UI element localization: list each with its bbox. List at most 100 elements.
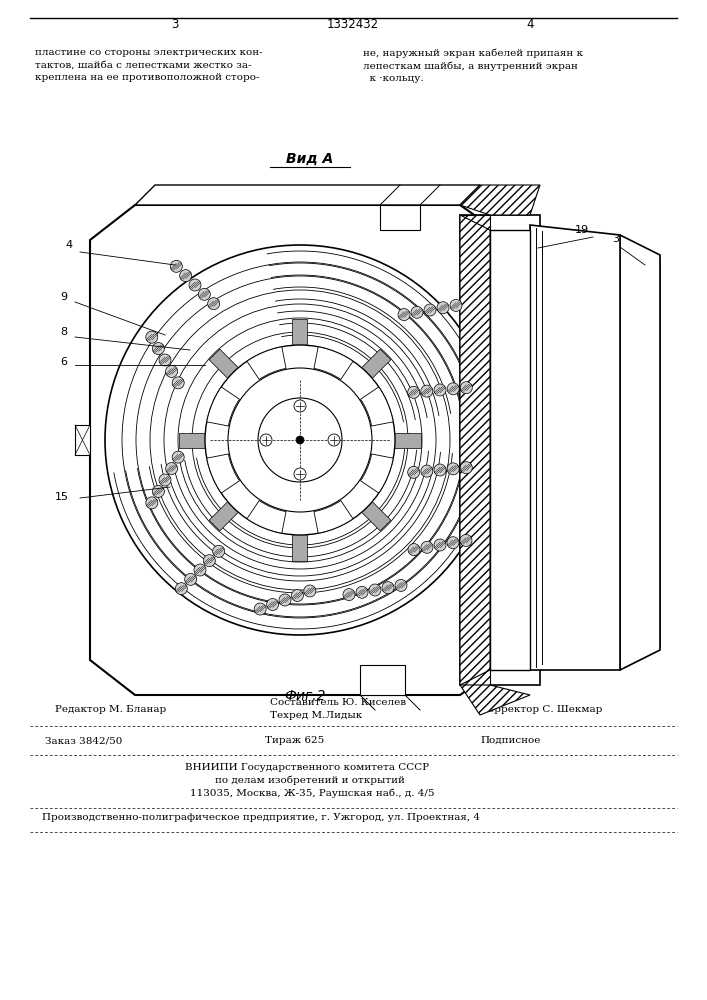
Circle shape	[421, 385, 433, 397]
Circle shape	[159, 474, 171, 486]
Circle shape	[199, 288, 211, 300]
Circle shape	[460, 382, 472, 394]
Polygon shape	[361, 387, 393, 426]
Circle shape	[213, 545, 225, 557]
Circle shape	[279, 594, 291, 606]
Circle shape	[382, 582, 394, 594]
Circle shape	[189, 279, 201, 291]
Text: Заказ 3842/50: Заказ 3842/50	[45, 736, 122, 745]
Circle shape	[170, 260, 182, 272]
Circle shape	[194, 564, 206, 576]
Polygon shape	[380, 205, 420, 230]
Circle shape	[185, 573, 197, 585]
Circle shape	[173, 451, 185, 463]
Polygon shape	[247, 501, 286, 533]
Circle shape	[294, 400, 306, 412]
Circle shape	[165, 463, 177, 475]
Text: Производственно-полиграфическое предприятие, г. Ужгород, ул. Проектная, 4: Производственно-полиграфическое предприя…	[42, 813, 480, 822]
Polygon shape	[247, 347, 286, 379]
Circle shape	[434, 384, 446, 396]
Polygon shape	[490, 230, 530, 670]
Polygon shape	[460, 215, 490, 685]
Polygon shape	[75, 425, 90, 455]
Circle shape	[408, 544, 420, 556]
Circle shape	[153, 485, 165, 497]
Circle shape	[175, 583, 187, 595]
Polygon shape	[360, 665, 405, 695]
Circle shape	[369, 584, 381, 596]
Circle shape	[447, 537, 459, 549]
Text: 3: 3	[171, 18, 179, 31]
Circle shape	[460, 462, 472, 474]
Text: пластине со стороны электрических кон-
тактов, шайба с лепестками жестко за-
кре: пластине со стороны электрических кон- т…	[35, 48, 262, 82]
Circle shape	[395, 579, 407, 591]
Polygon shape	[90, 205, 510, 695]
Text: Фиг.2: Фиг.2	[284, 689, 326, 703]
Text: ВНИИПИ Государственного комитета СССР: ВНИИПИ Государственного комитета СССР	[185, 763, 429, 772]
Polygon shape	[460, 215, 540, 685]
Circle shape	[255, 603, 267, 615]
Circle shape	[411, 306, 423, 318]
Text: 3: 3	[612, 234, 619, 244]
Polygon shape	[314, 347, 353, 379]
Polygon shape	[358, 349, 391, 382]
Circle shape	[408, 466, 420, 478]
Polygon shape	[460, 215, 490, 685]
Text: не, наружный экран кабелей припаян к
лепесткам шайбы, а внутренний экран
  к ·ко: не, наружный экран кабелей припаян к леп…	[363, 48, 583, 83]
Text: 4: 4	[526, 18, 534, 31]
Circle shape	[208, 298, 220, 310]
Polygon shape	[206, 387, 240, 426]
Text: Составитель Ю. Киселев: Составитель Ю. Киселев	[270, 698, 406, 707]
Circle shape	[173, 377, 185, 389]
Circle shape	[294, 468, 306, 480]
Circle shape	[304, 585, 316, 597]
Text: 19: 19	[575, 225, 589, 235]
Text: 8: 8	[60, 327, 67, 337]
Text: 113035, Москва, Ж-35, Раушская наб., д. 4/5: 113035, Москва, Ж-35, Раушская наб., д. …	[190, 788, 435, 798]
Text: Вид А: Вид А	[286, 152, 334, 166]
Circle shape	[204, 555, 216, 567]
Polygon shape	[179, 432, 211, 448]
Polygon shape	[460, 685, 530, 715]
Polygon shape	[361, 454, 393, 493]
Text: Корректор С. Шекмар: Корректор С. Шекмар	[480, 705, 602, 714]
Circle shape	[447, 463, 459, 475]
Polygon shape	[358, 498, 391, 531]
Circle shape	[291, 589, 303, 601]
Circle shape	[267, 599, 279, 611]
Circle shape	[398, 309, 410, 321]
Circle shape	[153, 343, 165, 355]
Polygon shape	[293, 529, 308, 561]
Text: 15: 15	[55, 492, 69, 502]
Circle shape	[356, 586, 368, 598]
Circle shape	[447, 383, 459, 395]
Circle shape	[159, 354, 171, 366]
Text: 9: 9	[60, 292, 67, 302]
Polygon shape	[460, 185, 540, 215]
Text: 6: 6	[60, 357, 67, 367]
Circle shape	[105, 245, 495, 635]
Circle shape	[146, 331, 158, 343]
Circle shape	[434, 464, 446, 476]
Text: Техред М.Лидык: Техред М.Лидык	[270, 711, 362, 720]
Circle shape	[450, 299, 462, 311]
Circle shape	[408, 386, 420, 398]
Circle shape	[421, 465, 433, 477]
Text: 4: 4	[65, 240, 72, 250]
Polygon shape	[389, 432, 421, 448]
Circle shape	[424, 304, 436, 316]
Polygon shape	[293, 319, 308, 351]
Polygon shape	[209, 349, 243, 382]
Circle shape	[434, 539, 446, 551]
Circle shape	[205, 345, 395, 535]
Polygon shape	[530, 225, 620, 670]
Text: Тираж 625: Тираж 625	[265, 736, 325, 745]
Circle shape	[260, 434, 272, 446]
Circle shape	[296, 436, 304, 444]
Polygon shape	[209, 498, 243, 531]
Circle shape	[421, 541, 433, 553]
Circle shape	[343, 589, 355, 601]
Text: Редактор М. Бланар: Редактор М. Бланар	[55, 705, 166, 714]
Circle shape	[460, 534, 472, 546]
Polygon shape	[620, 235, 660, 670]
